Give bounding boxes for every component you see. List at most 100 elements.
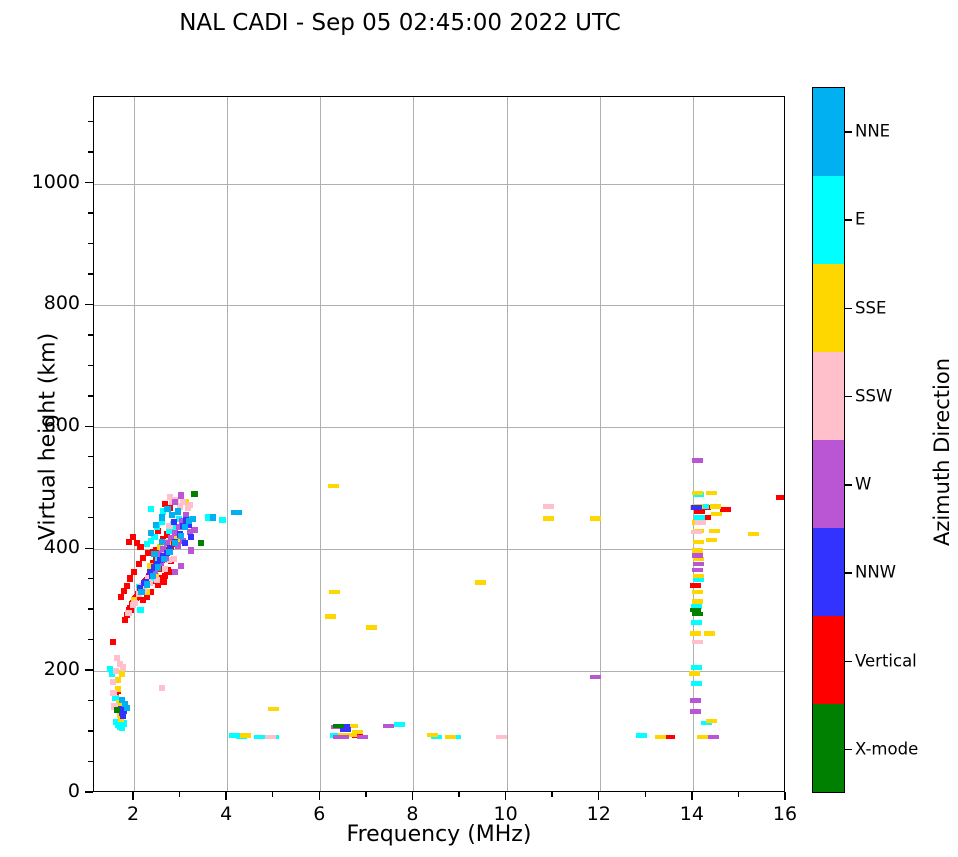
- data-point: [113, 668, 120, 675]
- colorbar-tick: [845, 660, 852, 663]
- x-axis-tick: [225, 792, 227, 800]
- data-point: [133, 540, 140, 547]
- x-axis-tick-label: 12: [586, 803, 611, 825]
- data-point: [123, 582, 130, 589]
- data-point: [182, 524, 189, 531]
- data-point: [130, 569, 138, 576]
- data-point: [265, 734, 277, 740]
- colorbar-label-w: W: [855, 474, 872, 494]
- data-point: [173, 535, 180, 542]
- y-axis-tick-label: 400: [43, 536, 80, 559]
- colorbar-label-vertical: Vertical: [855, 651, 917, 671]
- data-point: [171, 569, 179, 576]
- data-point: [328, 589, 340, 595]
- data-point: [747, 531, 759, 537]
- colorbar-band-nne[interactable]: [813, 88, 844, 176]
- data-point: [175, 524, 182, 531]
- data-point: [180, 498, 187, 505]
- data-point: [179, 518, 186, 525]
- y-axis-minor-tick: [88, 120, 93, 123]
- data-point: [184, 504, 192, 511]
- data-point: [137, 607, 144, 614]
- x-axis-minor-tick: [551, 792, 553, 797]
- data-point: [189, 515, 196, 522]
- data-point: [231, 510, 242, 515]
- colorbar-band-nnw[interactable]: [813, 528, 844, 616]
- y-axis-tick-label: 800: [43, 292, 80, 315]
- data-point: [689, 671, 701, 676]
- data-point: [125, 609, 132, 616]
- y-axis-tick: [85, 791, 93, 793]
- data-point: [154, 576, 161, 583]
- data-point: [177, 492, 184, 499]
- data-point: [692, 490, 704, 496]
- x-axis-tick: [504, 792, 507, 800]
- colorbar-tick: [845, 484, 852, 486]
- x-axis-minor-tick: [458, 792, 460, 797]
- data-point: [158, 519, 166, 526]
- data-point: [163, 531, 170, 538]
- data-point: [691, 505, 703, 511]
- data-point: [147, 537, 154, 544]
- data-point: [187, 533, 194, 541]
- data-point: [426, 732, 438, 738]
- data-point: [356, 734, 368, 740]
- data-point: [119, 713, 126, 720]
- colorbar-band-x-mode[interactable]: [813, 704, 844, 792]
- data-point: [693, 509, 705, 514]
- colorbar-axis-label: Azimuth Direction: [930, 357, 954, 547]
- data-point: [130, 602, 137, 609]
- data-point: [692, 567, 704, 573]
- y-axis-tick-label: 0: [67, 780, 80, 802]
- data-point: [149, 572, 156, 580]
- y-axis-tick-label: 600: [43, 414, 80, 437]
- data-point: [155, 564, 162, 571]
- data-point: [154, 560, 161, 567]
- azimuth-colorbar[interactable]: [812, 87, 845, 793]
- data-point: [339, 723, 351, 729]
- data-point: [187, 547, 194, 554]
- data-point: [126, 538, 133, 545]
- x-axis-minor-tick: [365, 792, 367, 797]
- data-point: [149, 559, 156, 566]
- colorbar-band-ssw[interactable]: [813, 352, 844, 440]
- data-point: [144, 575, 152, 582]
- data-point: [171, 498, 179, 505]
- gridline-vertical: [320, 97, 322, 791]
- gridline-vertical: [599, 97, 601, 791]
- data-point: [690, 583, 702, 589]
- x-axis-tick-label: 8: [406, 803, 419, 825]
- data-point: [130, 533, 137, 541]
- y-axis-tick: [85, 669, 93, 671]
- data-point: [185, 521, 193, 528]
- data-point: [775, 495, 784, 500]
- colorbar-band-w[interactable]: [813, 440, 844, 528]
- y-axis-minor-tick: [88, 517, 93, 519]
- data-point: [146, 563, 153, 570]
- data-point: [496, 734, 508, 740]
- data-point: [106, 665, 113, 672]
- x-axis-minor-tick: [272, 792, 274, 797]
- data-point: [161, 572, 168, 580]
- colorbar-band-sse[interactable]: [813, 264, 844, 352]
- colorbar-band-e[interactable]: [813, 176, 844, 264]
- data-point: [174, 508, 181, 515]
- colorbar-tick: [845, 219, 852, 221]
- data-point: [144, 549, 152, 556]
- data-point: [143, 541, 151, 548]
- y-axis-tick-label: 200: [43, 658, 80, 681]
- y-axis-tick: [85, 425, 93, 428]
- data-point: [345, 732, 357, 738]
- data-point: [168, 535, 175, 542]
- data-point: [692, 589, 704, 595]
- colorbar-band-vertical[interactable]: [813, 616, 844, 704]
- data-point: [707, 734, 719, 740]
- gridline-vertical: [134, 97, 136, 791]
- data-point: [692, 639, 704, 645]
- data-point: [166, 522, 173, 530]
- data-point: [692, 539, 704, 545]
- data-point: [333, 734, 345, 740]
- data-point: [123, 704, 130, 711]
- data-point: [143, 581, 151, 588]
- colorbar-tick: [845, 395, 852, 398]
